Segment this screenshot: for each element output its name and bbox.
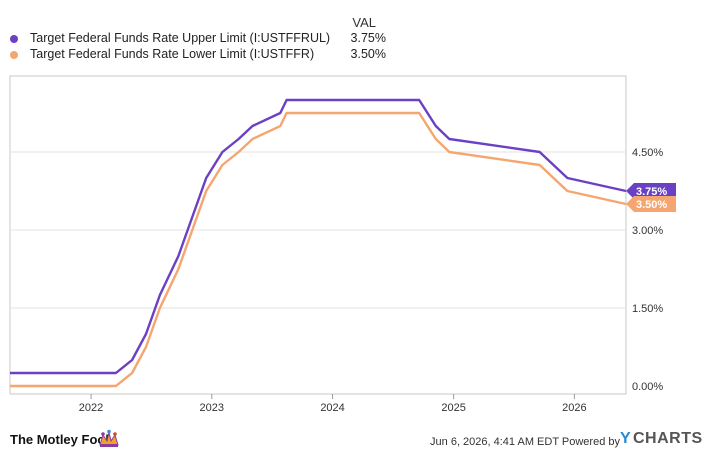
y-tick-label: 3.00% <box>632 225 663 237</box>
end-label-tag <box>626 196 676 212</box>
ycharts-y-mark: Y <box>620 430 631 447</box>
legend-item-upper-limit[interactable]: Target Federal Funds Rate Upper Limit (I… <box>10 30 390 48</box>
legend-series-name: Target Federal Funds Rate Upper Limit (I… <box>30 31 331 45</box>
lower-limit-series-line <box>10 111 627 388</box>
series-color-dot <box>10 35 18 43</box>
end-label-text: 3.50% <box>636 199 667 211</box>
chart-legend: VAL Target Federal Funds Rate Upper Limi… <box>0 0 720 70</box>
x-tick-label: 2023 <box>200 402 224 414</box>
x-tick-label: 2026 <box>562 402 586 414</box>
legend-series-value: 3.75% <box>350 31 386 45</box>
attribution-text: Jun 6, 2026, 4:41 AM EDT Powered by <box>430 436 620 448</box>
series-color-dot <box>10 51 18 59</box>
legend-series-value: 3.50% <box>350 47 386 61</box>
chart-footer: The Motley Fool Jun 6, 2026, 4:41 AM EDT… <box>0 425 720 456</box>
end-label-text: 3.75% <box>636 186 667 198</box>
legend-item-lower-limit[interactable]: Target Federal Funds Rate Lower Limit (I… <box>10 46 390 64</box>
lower-limit-end-label: 3.50% <box>626 196 676 212</box>
y-tick-label: 4.50% <box>632 147 663 159</box>
x-tick-label: 2024 <box>320 402 344 414</box>
line-chart: 2022 2023 2024 2025 2026 0.00% 1.50% 3.00% 4.50… <box>9 75 676 414</box>
end-label-tag <box>626 183 676 199</box>
upper-limit-series-line <box>10 98 627 375</box>
jester-cap-icon <box>99 429 119 447</box>
legend-series-name: Target Federal Funds Rate Lower Limit (I… <box>30 47 315 61</box>
x-tick-label: 2025 <box>441 402 465 414</box>
upper-limit-end-label: 3.75% <box>626 183 676 199</box>
x-tick-label: 2022 <box>79 402 103 414</box>
y-tick-label: 0.00% <box>632 381 663 393</box>
ycharts-wordmark: CHARTS <box>633 430 703 447</box>
logo-text: The Motley Fool <box>10 432 109 447</box>
y-tick-label: 1.50% <box>632 303 663 315</box>
plot-area-frame <box>9 75 627 395</box>
legend-value-header: VAL <box>352 15 376 30</box>
